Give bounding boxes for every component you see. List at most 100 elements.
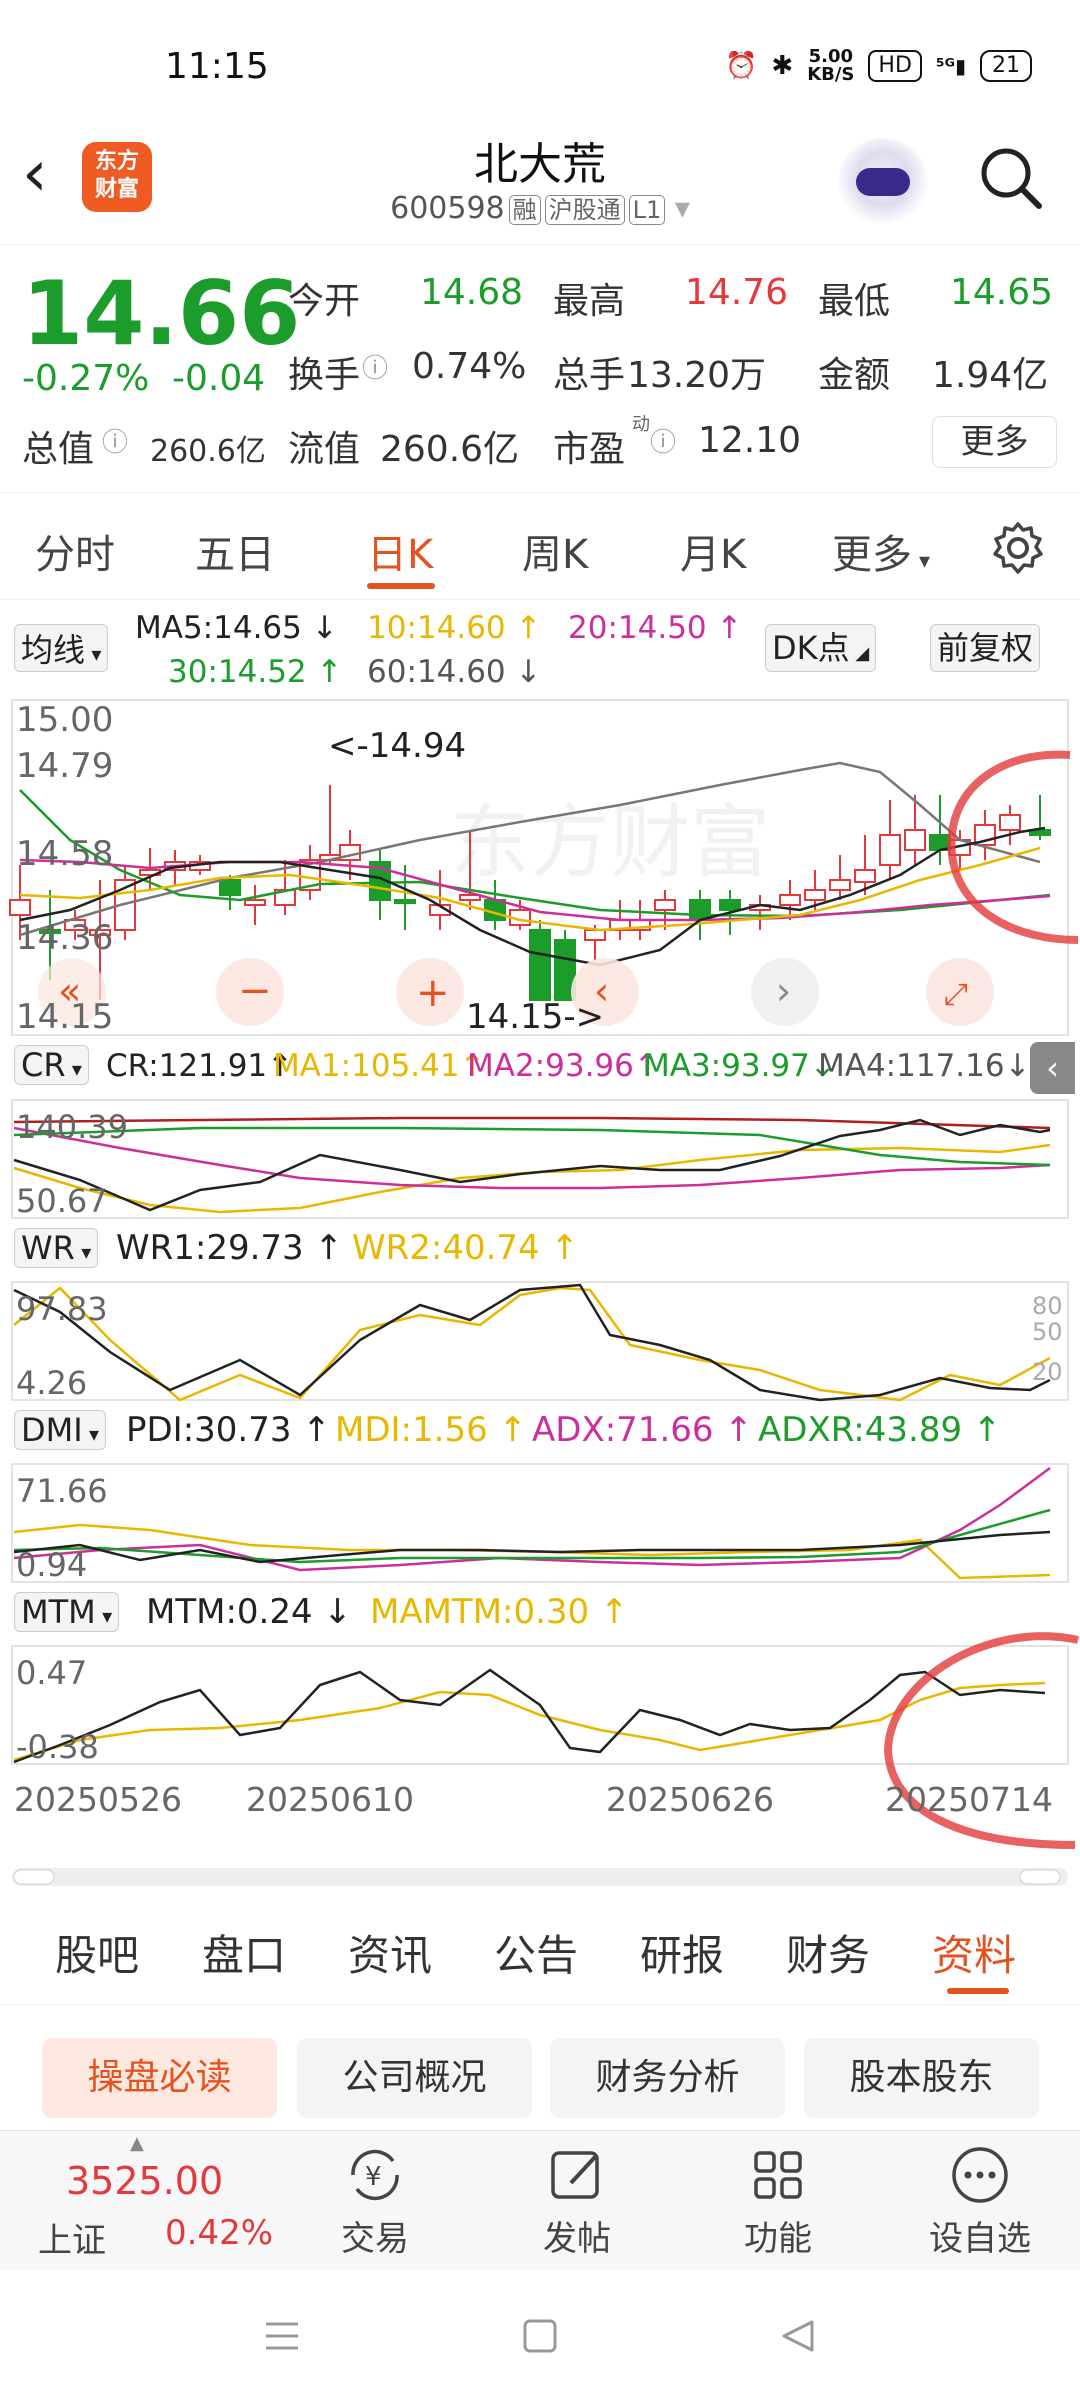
chart-scrollbar[interactable] [12, 1868, 1068, 1886]
wr-ref-20: 20 [1032, 1358, 1063, 1386]
index-value[interactable]: 3525.00 [66, 2159, 224, 2203]
chart-area: 均线 ▾ MA5:14.65 ↓ 10:14.60 ↑ 20:14.50 ↑ 3… [0, 600, 1080, 1890]
tab-orderbook[interactable]: 盘口 [202, 1931, 287, 1980]
dmi-select[interactable]: DMI ▾ [14, 1410, 107, 1450]
subtab-shareholders[interactable]: 股本股东 [804, 2038, 1039, 2118]
tag-level: L1 [628, 195, 666, 225]
kline-y3: 14.58 [16, 834, 114, 874]
kline-y-top: 15.00 [16, 700, 114, 740]
high-value: 14.76 [685, 272, 789, 313]
wr1-value: WR1:29.73 ↑ [116, 1228, 343, 1268]
kline-chart-svg[interactable]: 东方财富 − + ‹ › ⤢ « [0, 600, 1080, 1890]
cr-select[interactable]: CR ▾ [14, 1045, 89, 1085]
status-icons: ⏰ ✱ 5.00 KB/S HD ⁵ᴳ▮ 21 [725, 48, 1032, 84]
search-icon[interactable] [975, 142, 1047, 214]
kline-tabs: 分时 五日 日K 周K 月K 更多 ▾ [0, 500, 1080, 600]
more-button[interactable]: 更多 [932, 416, 1057, 468]
tab-weekly-k[interactable]: 周K [522, 532, 589, 578]
candle-body [779, 894, 801, 906]
subtab-must-read[interactable]: 操盘必读 [42, 2038, 277, 2118]
dmi-y-bottom: 0.94 [16, 1546, 88, 1584]
subtab-financial-analysis[interactable]: 财务分析 [550, 2038, 785, 2118]
mcap-value: 260.6亿 [150, 434, 266, 469]
tab-more[interactable]: 更多 ▾ [832, 532, 931, 578]
pe-label: 市盈 [553, 429, 626, 470]
date-label: 20250714 [885, 1780, 1053, 1819]
tab-daily-k[interactable]: 日K [367, 532, 434, 578]
stock-code: 600598 [390, 191, 505, 226]
info-icon[interactable]: ⓘ [102, 428, 129, 458]
candle-body [39, 929, 61, 934]
collapse-panel-button[interactable]: ‹ [1030, 1042, 1075, 1094]
open-value: 14.68 [420, 272, 524, 313]
network-speed: 5.00 KB/S [807, 46, 855, 85]
ma10-label: 10:14.60 ↑ [367, 610, 542, 646]
tab-news[interactable]: 资讯 [348, 1931, 433, 1980]
candle-body [879, 834, 901, 866]
wr-ref-50: 50 [1032, 1318, 1063, 1346]
mtm-y-top: 0.47 [16, 1654, 88, 1692]
candle-body [369, 861, 391, 901]
candle-body [804, 889, 826, 901]
candle-body [459, 894, 481, 901]
candle-body [854, 869, 876, 883]
tab-research[interactable]: 研报 [640, 1931, 725, 1980]
trade-button[interactable]: ¥ 交易 [315, 2143, 435, 2260]
post-button[interactable]: 发帖 [517, 2143, 637, 2260]
change-amount: -0.04 [172, 358, 266, 399]
tab-announcement[interactable]: 公告 [494, 1931, 579, 1980]
bluetooth-icon: ✱ [771, 51, 794, 81]
robot-assistant-icon[interactable] [838, 138, 928, 228]
info-icon[interactable]: ⓘ [650, 428, 677, 458]
annotation-circle [883, 1632, 1079, 1849]
turnover-value: 0.74% [412, 346, 527, 387]
wr2-value: WR2:40.74 ↑ [352, 1228, 579, 1268]
home-icon[interactable] [520, 2316, 560, 2356]
info-icon[interactable]: ⓘ [362, 354, 389, 384]
candle-body [219, 879, 241, 896]
tab-profile[interactable]: 资料 [932, 1931, 1017, 1980]
settings-gear-icon[interactable] [990, 520, 1046, 576]
tab-indicator [367, 583, 435, 589]
hd-badge: HD [868, 50, 922, 82]
menu-icon[interactable] [262, 2316, 302, 2356]
stock-code-row[interactable]: 600598 融沪股通 L1 ▾ [0, 190, 1080, 226]
candle-body [584, 929, 606, 941]
cr-ma3: MA3:93.97↓ [643, 1048, 836, 1084]
back-icon[interactable]: ‹ [22, 137, 48, 211]
ma60-label: 60:14.60 ↓ [367, 654, 542, 690]
chart-controls[interactable]: − + ‹ › ⤢ « [38, 958, 994, 1026]
ma30-label: 30:14.52 ↑ [168, 654, 343, 690]
mtm-select[interactable]: MTM ▾ [14, 1592, 120, 1632]
mtm-value: MTM:0.24 ↓ [146, 1592, 352, 1632]
svg-text:−: − [238, 968, 272, 1014]
amount-value: 1.94亿 [932, 355, 1049, 396]
wr-select[interactable]: WR ▾ [14, 1228, 99, 1268]
adjust-button[interactable]: 前复权 [930, 624, 1041, 672]
subtab-company[interactable]: 公司概况 [297, 2038, 532, 2118]
add-watchlist-button[interactable]: 设自选 [920, 2143, 1040, 2260]
tab-forum[interactable]: 股吧 [55, 1931, 140, 1980]
tab-five-day[interactable]: 五日 [195, 532, 275, 578]
trade-icon: ¥ [351, 2149, 399, 2201]
tab-finance[interactable]: 财务 [786, 1931, 871, 1980]
svg-text:+: + [416, 970, 450, 1016]
back-nav-icon[interactable] [778, 2316, 818, 2356]
cr-ma2: MA2:93.96↑ [467, 1048, 660, 1084]
tab-intraday[interactable]: 分时 [35, 532, 115, 578]
index-name: 上证 [38, 2221, 106, 2261]
dk-point-button[interactable]: DK点 ◢ [765, 624, 877, 672]
candle-body [904, 829, 926, 851]
candle-body [554, 939, 576, 1001]
profile-subtabs: 操盘必读 公司概况 财务分析 股本股东 [0, 2030, 1080, 2120]
tab-monthly-k[interactable]: 月K [680, 532, 747, 578]
candle-body [9, 899, 31, 916]
high-label: 最高 [553, 281, 626, 322]
turnover-label: 换手 [288, 355, 361, 396]
grid-icon [754, 2151, 802, 2199]
wr-ref-80: 80 [1032, 1292, 1063, 1320]
float-label: 流值 [288, 429, 361, 470]
ma-select[interactable]: 均线 ▾ [14, 624, 109, 672]
dmi-lines [13, 1466, 1051, 1580]
function-button[interactable]: 功能 [718, 2143, 838, 2260]
